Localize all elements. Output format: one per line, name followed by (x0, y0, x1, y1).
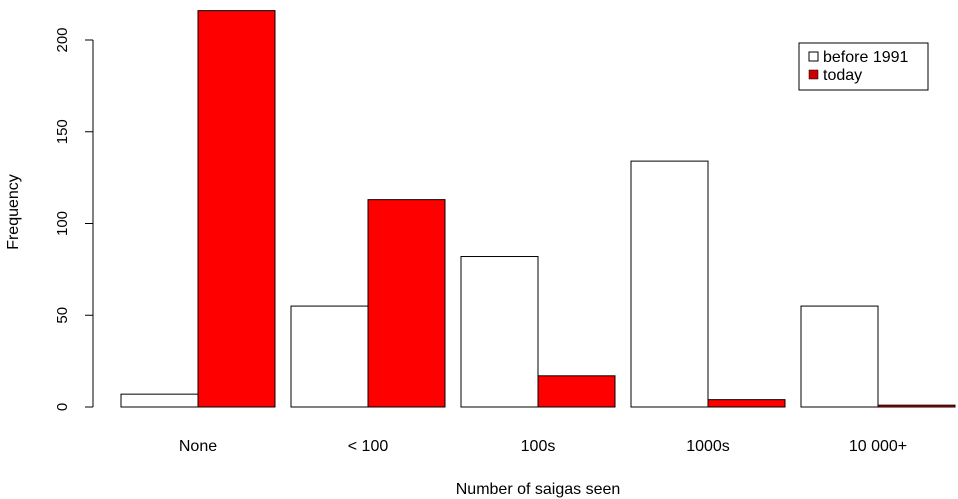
x-tick-label: 1000s (686, 438, 730, 455)
bar-before-1991 (630, 160, 709, 408)
bars (120, 10, 956, 408)
legend-swatch-today (808, 69, 819, 80)
y-axis: 0 50 100 150 200 (54, 27, 94, 411)
bar-today (707, 399, 786, 408)
x-axis-labels: None < 100 100s 1000s 10 000+ (179, 438, 907, 455)
x-tick-label: < 100 (348, 438, 389, 455)
bar-today (197, 10, 276, 408)
legend-box (798, 42, 929, 91)
x-tick-label: 10 000+ (849, 438, 907, 455)
bar-today (877, 404, 956, 408)
y-tick-label: 200 (54, 27, 71, 52)
bar-today (537, 375, 616, 408)
y-tick-label: 100 (54, 211, 71, 236)
legend-swatch-before-1991 (808, 51, 819, 62)
legend: before 1991 today (798, 42, 929, 91)
x-tick-label: 100s (521, 438, 556, 455)
legend-label-before-1991: before 1991 (823, 49, 909, 66)
x-tick-label: None (179, 438, 217, 455)
bar-before-1991 (460, 256, 539, 408)
bar-before-1991 (120, 393, 199, 408)
legend-label-today: today (823, 67, 862, 84)
x-axis-title: Number of saigas seen (456, 481, 621, 498)
bar-today (367, 199, 446, 408)
y-tick-label: 50 (54, 307, 71, 324)
bar-before-1991 (800, 305, 879, 408)
y-tick-label: 150 (54, 119, 71, 144)
y-axis-title: Frequency (5, 174, 22, 250)
bar-before-1991 (290, 305, 369, 408)
y-tick-label: 0 (54, 403, 71, 411)
